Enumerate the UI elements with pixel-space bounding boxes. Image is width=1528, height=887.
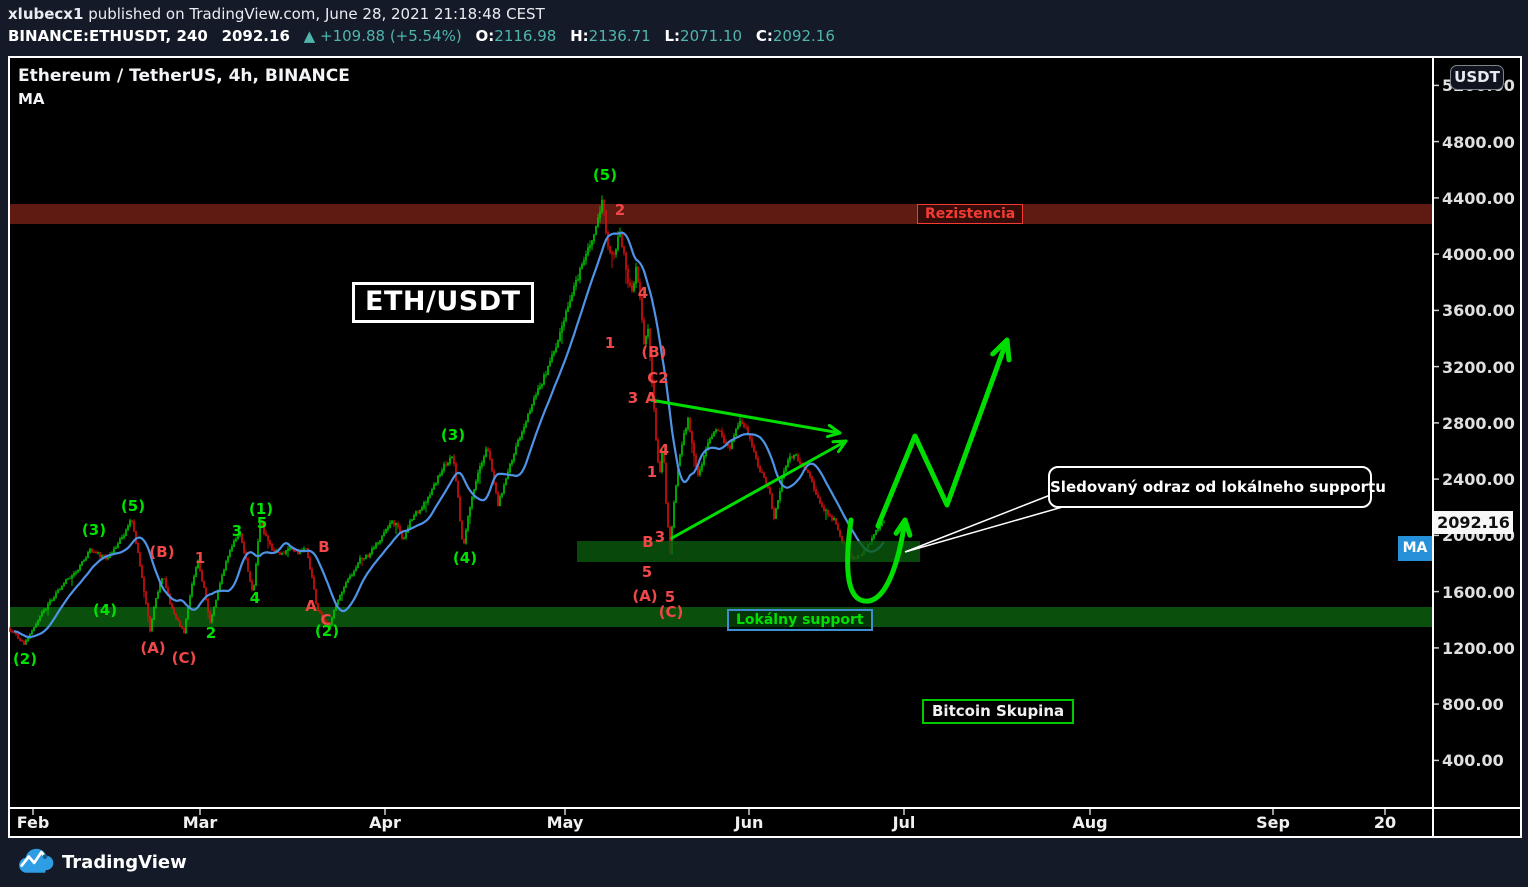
wave-label: B xyxy=(318,538,330,556)
local-support-zone-label: Lokálny support xyxy=(727,609,873,631)
price-change: +109.88 (+5.54%) xyxy=(320,27,462,45)
ma-value-badge: MA xyxy=(1398,536,1432,561)
currency-badge: USDT xyxy=(1450,65,1504,90)
last-price-badge: 2092.16 xyxy=(1434,510,1513,534)
price-tick-label: 2800.00 xyxy=(1442,413,1515,433)
wave-label: 1 xyxy=(194,549,206,567)
price-tick-label: 1200.00 xyxy=(1442,638,1515,658)
wave-label: (C) xyxy=(171,649,197,667)
tradingview-logo-icon xyxy=(19,848,54,873)
wave-label: (4) xyxy=(92,601,118,619)
footer: TradingView xyxy=(0,838,1528,887)
bitcoin-group-badge: Bitcoin Skupina xyxy=(922,699,1075,724)
price-tick-label: 800.00 xyxy=(1442,695,1504,715)
time-axis[interactable]: Feb Mar Apr May Jun Jul Aug Sep 20 xyxy=(8,809,1432,838)
wave-label: 5 xyxy=(664,588,676,606)
wave-label: (5) xyxy=(592,166,618,184)
wave-label: 1 xyxy=(604,334,616,352)
wave-label: (A) xyxy=(632,587,658,605)
wave-label: C xyxy=(320,611,332,629)
low-value: 2071.10 xyxy=(680,27,743,45)
wave-label: A xyxy=(305,597,317,615)
wave-label: 3 xyxy=(654,528,666,546)
chart-plot[interactable] xyxy=(10,58,1432,807)
wave-label: (3) xyxy=(440,426,466,444)
time-tick-label: Feb xyxy=(16,813,50,832)
axis-separator-vertical xyxy=(1432,56,1434,838)
brand-name: TradingView xyxy=(62,851,187,873)
wave-label: (C) xyxy=(658,603,684,621)
open-label: O: xyxy=(475,27,495,45)
time-tick-label: Aug xyxy=(1072,813,1108,832)
high-value: 2136.71 xyxy=(588,27,651,45)
support-bounce-callout: Sledovaný odraz od lokálneho supportu xyxy=(1048,466,1386,508)
axis-separator-horizontal xyxy=(8,807,1522,809)
wave-label: 2 xyxy=(205,624,217,642)
wave-label: (1) xyxy=(248,500,274,518)
indicator-label: MA xyxy=(18,90,45,108)
high-label: H: xyxy=(570,27,589,45)
price-tick-label: 400.00 xyxy=(1442,751,1504,771)
time-tick-label: Mar xyxy=(182,813,218,832)
change-up-icon: ▲ xyxy=(303,27,316,45)
wave-label: B xyxy=(642,533,654,551)
last-price: 2092.16 xyxy=(221,27,290,45)
wave-label: 5 xyxy=(641,563,653,581)
wave-label: (5) xyxy=(120,497,146,515)
close-label: C: xyxy=(755,27,773,45)
wave-label: 4 xyxy=(637,284,649,302)
time-tick-label: Jul xyxy=(892,813,916,832)
wave-label: 1 xyxy=(646,463,658,481)
username: xlubecx1 xyxy=(8,5,84,23)
symbol-watermark-label: ETH/USDT xyxy=(352,282,534,323)
price-tick-label: 4400.00 xyxy=(1442,188,1515,208)
time-tick-label: Sep xyxy=(1256,813,1290,832)
publish-text: published on TradingView.com, June 28, 2… xyxy=(83,5,545,23)
wave-label: 3 xyxy=(231,522,243,540)
symbol-name: BINANCE:ETHUSDT, 240 xyxy=(8,27,208,45)
wave-label: (4) xyxy=(452,549,478,567)
wave-label: (2) xyxy=(12,650,38,668)
close-value: 2092.16 xyxy=(772,27,835,45)
time-tick-label: May xyxy=(546,813,584,832)
wave-label: (A) xyxy=(140,639,166,657)
wave-label: 4 xyxy=(249,589,261,607)
price-tick-label: 3600.00 xyxy=(1442,301,1515,321)
wave-label: 4 xyxy=(658,441,670,459)
wave-label: (B) xyxy=(149,543,175,561)
wave-label: C2 xyxy=(647,369,669,387)
price-axis[interactable]: 5200.004800.004400.004000.003600.003200.… xyxy=(1434,56,1522,807)
wave-label: (B) xyxy=(641,343,667,361)
resistance-zone-label: Rezistencia xyxy=(917,204,1024,224)
chart-title-block: Ethereum / TetherUS, 4h, BINANCE MA xyxy=(18,66,350,108)
publish-info: xlubecx1 published on TradingView.com, J… xyxy=(8,5,545,23)
tradingview-brand-link[interactable]: TradingView xyxy=(18,845,187,879)
price-tick-label: 4000.00 xyxy=(1442,245,1515,265)
time-tick-label: Apr xyxy=(369,813,401,832)
wave-label: (2) xyxy=(314,622,340,640)
price-tick-label: 2400.00 xyxy=(1442,470,1515,490)
wave-label: A xyxy=(645,389,657,407)
wave-label: 3 xyxy=(627,389,639,407)
open-value: 2116.98 xyxy=(494,27,557,45)
wave-label: (3) xyxy=(81,521,107,539)
wave-label: 2 xyxy=(614,201,626,219)
time-tick-label: Jun xyxy=(734,813,764,832)
price-tick-label: 4800.00 xyxy=(1442,132,1515,152)
low-label: L: xyxy=(664,27,681,45)
wave-label: 5 xyxy=(256,514,268,532)
chart-title: Ethereum / TetherUS, 4h, BINANCE xyxy=(18,66,350,86)
price-tick-label: 3200.00 xyxy=(1442,357,1515,377)
price-tick-label: 1600.00 xyxy=(1442,582,1515,602)
time-tick-label: 20 xyxy=(1373,813,1397,832)
symbol-quote-line: BINANCE:ETHUSDT, 240 2092.16 ▲ +109.88 (… xyxy=(8,27,835,45)
